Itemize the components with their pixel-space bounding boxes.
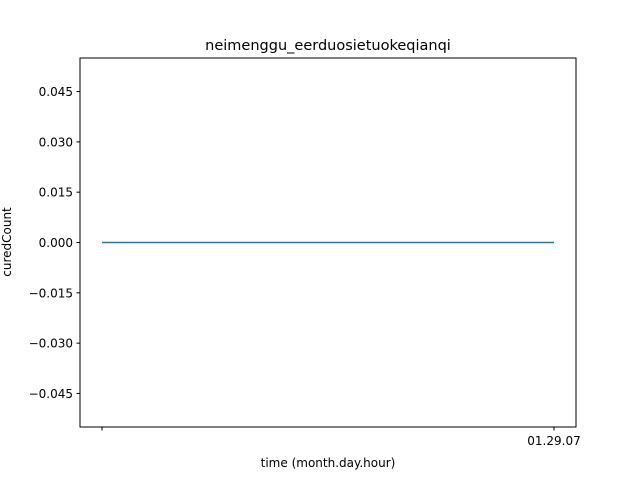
chart-title: neimenggu_eerduosietuokeqianqi (205, 38, 451, 54)
y-tick-label: −0.045 (29, 387, 73, 401)
x-axis-ticks: 01.29.07 (101, 427, 581, 448)
plot-frame (79, 57, 577, 428)
y-axis-ticks: −0.045 −0.030 −0.015 0.000 0.015 0.030 0.045 (29, 85, 80, 401)
y-tick-label: 0.030 (39, 135, 73, 149)
x-axis-label: time (month.day.hour) (261, 456, 396, 470)
y-tick-label: −0.015 (29, 286, 73, 300)
y-tick-label: 0.015 (39, 186, 73, 200)
y-tick-label: −0.030 (29, 337, 73, 351)
y-axis-label: curedCount (0, 207, 14, 277)
y-tick-label: 0.045 (39, 85, 73, 99)
x-tick-label: 01.29.07 (527, 434, 580, 448)
y-tick-label: 0.000 (39, 236, 73, 250)
